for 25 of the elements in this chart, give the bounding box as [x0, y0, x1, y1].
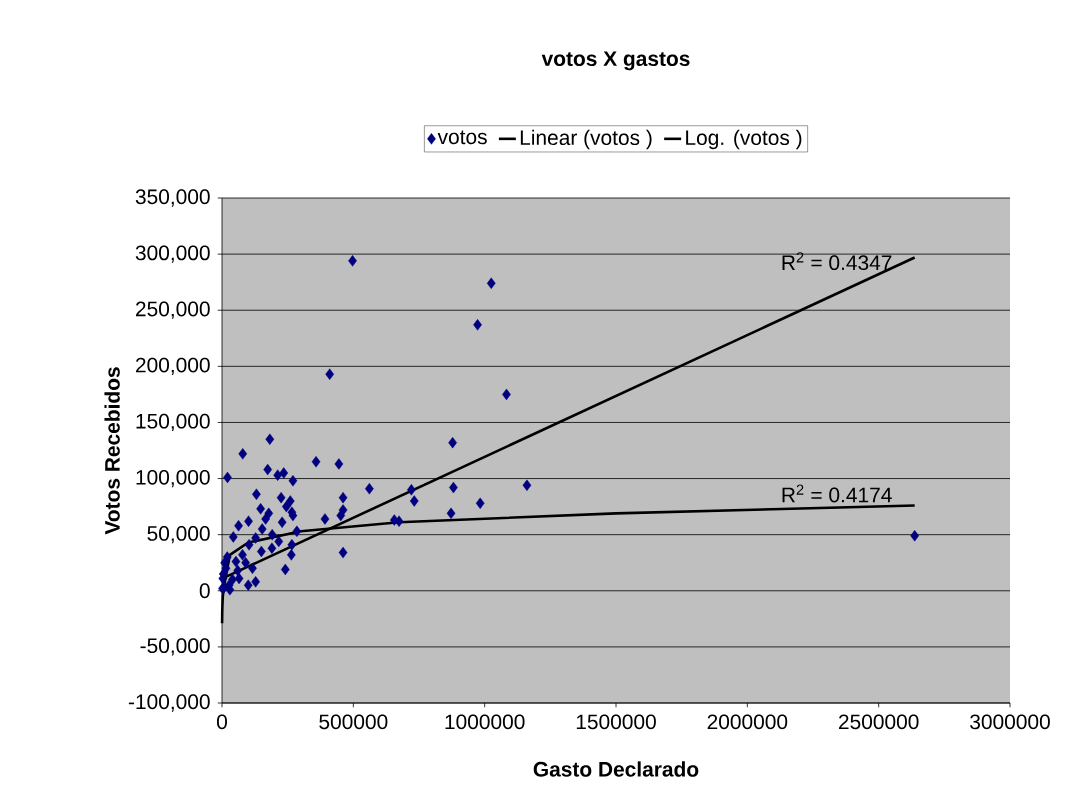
y-tick-label: 150,000 — [136, 413, 210, 432]
x-tick-label: 3000000 — [970, 714, 1050, 730]
y-tick-label: -50,000 — [140, 638, 210, 656]
annotation: R$^{2}$ = 0.4347 — [782, 252, 892, 271]
x-tick-label: 500000 — [319, 714, 388, 730]
x-tick-label: 0 — [217, 714, 227, 730]
y-axis-title: Votos Recebidos — [104, 367, 120, 535]
x-axis-title: Gasto Declarado — [533, 761, 699, 777]
y-tick-label: 300,000 — [135, 245, 210, 263]
x-tick-label: 1000000 — [445, 714, 525, 730]
y-tick-label: 250,000 — [136, 301, 210, 319]
y-tick-label: 50,000 — [147, 526, 210, 544]
x-tick-label: 2500000 — [838, 714, 919, 730]
chart-title: votos X gastos — [541, 51, 690, 71]
y-tick-label: 350,000 — [135, 189, 210, 207]
y-tick-label: 0 — [199, 583, 210, 599]
legend-label: Linear (votos ) — [520, 129, 652, 150]
legend-label: votos — [437, 130, 487, 145]
x-tick-label: 1500000 — [576, 714, 656, 730]
annotation: R$^{2}$ = 0.4174 — [782, 484, 892, 503]
y-tick-label: -100,000 — [128, 694, 210, 712]
x-tick-label: 2000000 — [707, 714, 788, 730]
y-tick-label: 100,000 — [136, 469, 210, 488]
y-tick-label: 200,000 — [136, 357, 210, 375]
legend-label: Log. (votos ) — [686, 129, 802, 150]
